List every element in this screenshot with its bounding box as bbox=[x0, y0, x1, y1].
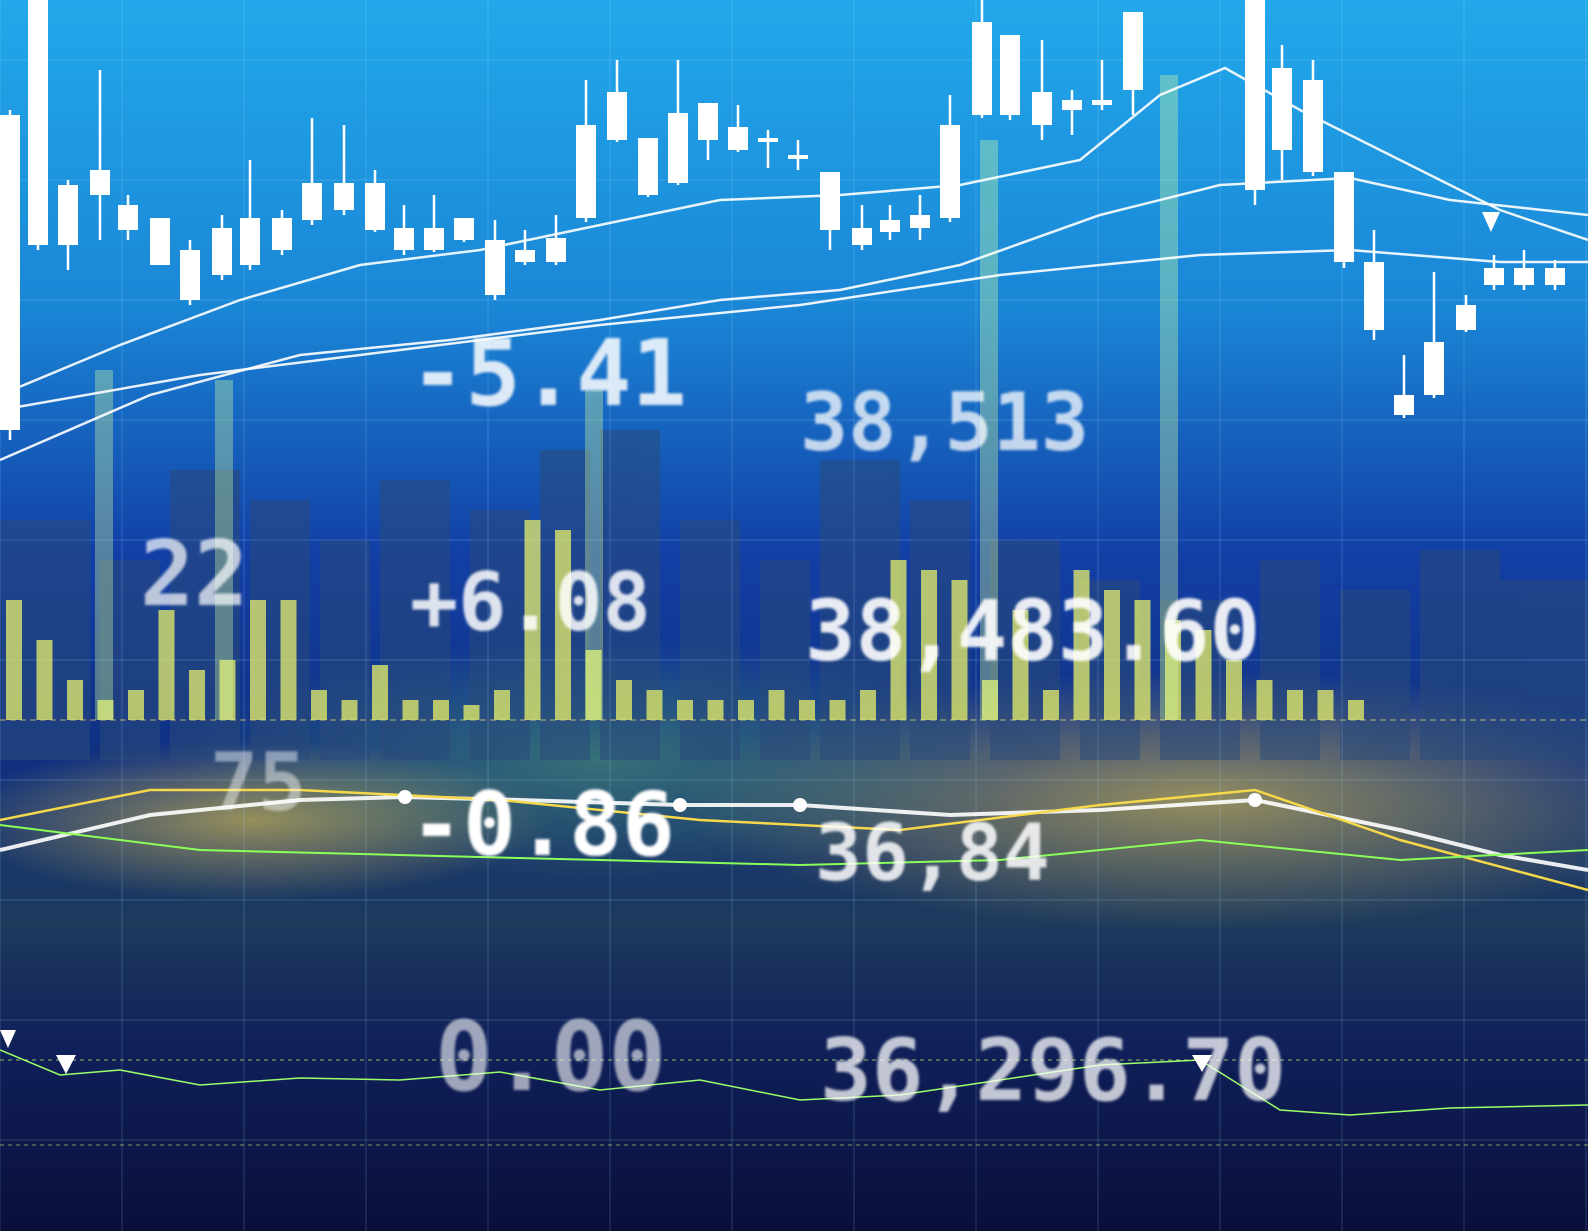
ticker-text: -5.41 bbox=[410, 320, 687, 427]
candle-body bbox=[638, 138, 658, 195]
candle-body bbox=[728, 127, 748, 150]
candle-body bbox=[1456, 305, 1476, 330]
candle-body bbox=[668, 113, 688, 183]
candle-body bbox=[1272, 68, 1292, 150]
building bbox=[1340, 590, 1410, 760]
candle-body bbox=[334, 183, 354, 210]
volume-bar bbox=[708, 700, 724, 720]
volume-bar bbox=[433, 700, 449, 720]
ticker-text: 22 bbox=[140, 522, 248, 627]
candle-body bbox=[788, 155, 808, 159]
candle-body bbox=[607, 92, 627, 140]
candle-body bbox=[365, 183, 385, 230]
volume-bar bbox=[372, 665, 388, 720]
volume-bar bbox=[1318, 690, 1334, 720]
volume-bar bbox=[647, 690, 663, 720]
volume-bar bbox=[250, 600, 266, 720]
volume-bar bbox=[189, 670, 205, 720]
volume-bar bbox=[1257, 680, 1273, 720]
ticker-text: 36,84 bbox=[815, 809, 1050, 899]
candle-body bbox=[1424, 342, 1444, 395]
ticker-text: 0.00 bbox=[435, 1001, 666, 1113]
candle-body bbox=[118, 205, 138, 230]
building bbox=[680, 520, 740, 760]
candle-body bbox=[90, 170, 110, 195]
volume-bar bbox=[1348, 700, 1364, 720]
candle-body bbox=[454, 218, 474, 240]
volume-bar bbox=[799, 700, 815, 720]
candle-body bbox=[302, 183, 322, 220]
point bbox=[1248, 793, 1262, 807]
candle-body bbox=[1514, 268, 1534, 285]
candle-body bbox=[1062, 100, 1082, 110]
candle-body bbox=[758, 138, 778, 142]
building bbox=[1420, 550, 1500, 760]
volume-bar bbox=[616, 680, 632, 720]
volume-bar bbox=[1043, 690, 1059, 720]
candle-body bbox=[1545, 268, 1565, 285]
volume-bar bbox=[769, 690, 785, 720]
candle-body bbox=[1364, 262, 1384, 330]
candle-body bbox=[1092, 100, 1112, 105]
volume-bar bbox=[738, 700, 754, 720]
candle-body bbox=[212, 228, 232, 275]
candle-body bbox=[698, 103, 718, 140]
candle-body bbox=[1303, 80, 1323, 172]
volume-bar bbox=[37, 640, 53, 720]
candle-body bbox=[240, 218, 260, 265]
candle-body bbox=[576, 125, 596, 218]
volume-bar bbox=[6, 600, 22, 720]
volume-bar bbox=[464, 705, 480, 720]
highlight-bar bbox=[95, 370, 113, 720]
candle-body bbox=[910, 215, 930, 228]
candle-body bbox=[1123, 12, 1143, 90]
candle-body bbox=[1484, 268, 1504, 285]
candle-body bbox=[940, 125, 960, 218]
candle-body bbox=[58, 185, 78, 245]
volume-bar bbox=[67, 680, 83, 720]
candle-body bbox=[1245, 0, 1265, 190]
volume-bar bbox=[403, 700, 419, 720]
candle-body bbox=[820, 172, 840, 230]
ticker-text: 38,513 bbox=[800, 376, 1089, 469]
stock-photo: -5.41 38,513 22 +6.08 38,483.60 -0.86 36… bbox=[0, 0, 1588, 1231]
candle-body bbox=[28, 0, 48, 245]
volume-bar bbox=[342, 700, 358, 720]
ticker-text: 36,296.70 bbox=[820, 1021, 1286, 1121]
volume-bar bbox=[830, 700, 846, 720]
candle-body bbox=[394, 228, 414, 250]
ticker-text: 75 bbox=[210, 736, 306, 829]
volume-bar bbox=[128, 690, 144, 720]
candle-body bbox=[1032, 92, 1052, 125]
candle-body bbox=[852, 228, 872, 245]
volume-bar bbox=[311, 690, 327, 720]
candle-body bbox=[880, 220, 900, 232]
candle-body bbox=[272, 218, 292, 250]
volume-bar bbox=[860, 690, 876, 720]
building bbox=[320, 540, 370, 760]
candle-body bbox=[150, 218, 170, 265]
point bbox=[793, 798, 807, 812]
volume-bar bbox=[1287, 690, 1303, 720]
highlight-bar bbox=[585, 390, 603, 720]
candle-body bbox=[1334, 172, 1354, 262]
ticker-text: +6.08 bbox=[410, 556, 651, 649]
candle-body bbox=[424, 228, 444, 250]
building bbox=[1500, 580, 1588, 760]
candle-body bbox=[180, 250, 200, 300]
candle-body bbox=[1000, 35, 1020, 115]
volume-bar bbox=[494, 690, 510, 720]
candle-body bbox=[515, 250, 535, 262]
volume-bar bbox=[281, 600, 297, 720]
candle-body bbox=[0, 115, 20, 430]
candle-body bbox=[972, 22, 992, 115]
candle-body bbox=[546, 238, 566, 262]
point bbox=[673, 798, 687, 812]
candle-body bbox=[485, 240, 505, 295]
ticker-text: -0.86 bbox=[410, 773, 675, 876]
ticker-text: 38,483.60 bbox=[805, 582, 1260, 680]
candle-body bbox=[1394, 395, 1414, 415]
volume-bar bbox=[677, 700, 693, 720]
